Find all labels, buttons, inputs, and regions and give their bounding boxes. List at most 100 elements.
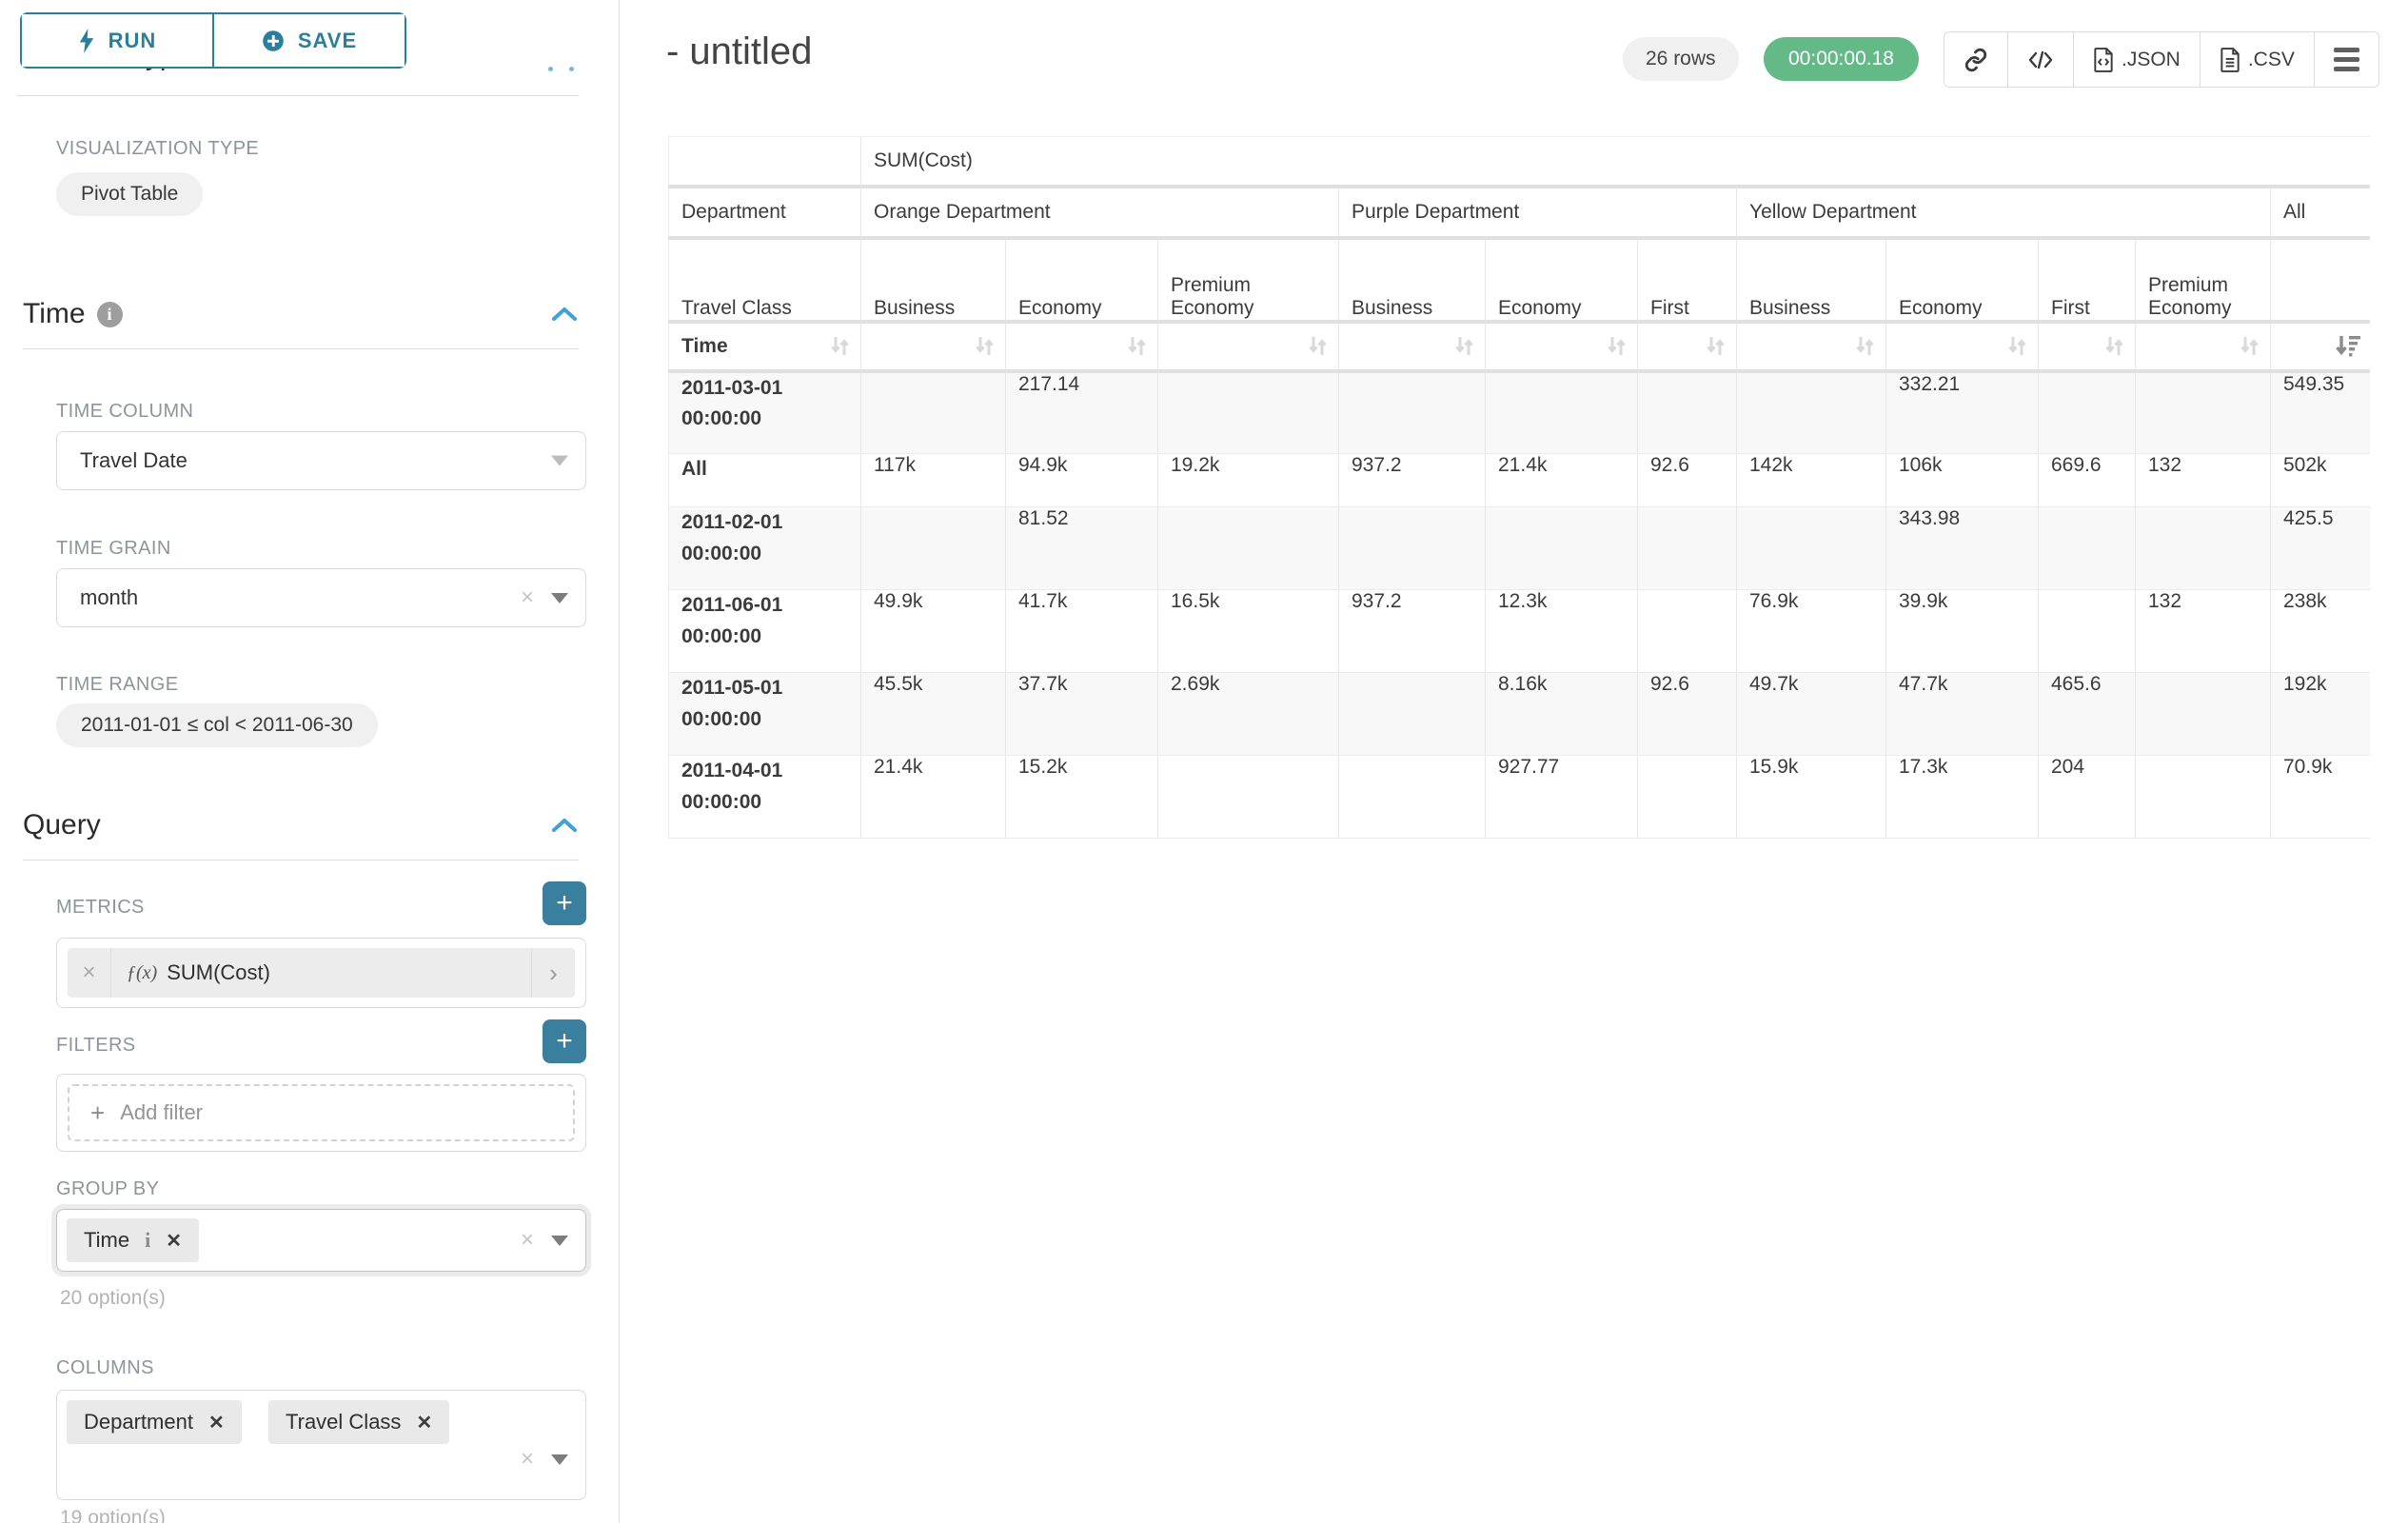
chart-title[interactable]: - untitled [666, 30, 813, 72]
filters-label: FILTERS [56, 1035, 136, 1056]
value-cell [2135, 672, 2271, 756]
clear-icon[interactable]: × [520, 1446, 534, 1472]
sortable-column-header[interactable] [1736, 321, 1886, 373]
time-grain-select[interactable]: month × [56, 568, 586, 627]
time-range-label: TIME RANGE [56, 674, 179, 695]
value-cell [2135, 506, 2271, 590]
time-column-select[interactable]: Travel Date [56, 431, 586, 490]
sortable-column-header[interactable] [2270, 321, 2370, 373]
save-button[interactable]: SAVE [212, 14, 405, 67]
menu-button[interactable] [2313, 32, 2378, 87]
value-cell [1157, 506, 1339, 590]
value-cell: 927.77 [1485, 755, 1638, 839]
columns-tag[interactable]: Department ✕ [67, 1400, 242, 1444]
columns-tag[interactable]: Travel Class ✕ [268, 1400, 450, 1444]
value-cell [860, 506, 1006, 590]
travel-class-header: Economy [1885, 237, 2039, 324]
sort-icon[interactable] [2102, 333, 2127, 359]
row-label: 2011-04-01 00:00:00 [668, 755, 861, 839]
sort-desc-active-icon[interactable] [2334, 333, 2362, 359]
clear-icon[interactable]: × [520, 584, 534, 610]
remove-tag-icon[interactable]: ✕ [166, 1230, 182, 1252]
pivot-table: SUM(Cost) Department Orange Department Purp… [668, 136, 2370, 839]
department-group-header: All [2270, 186, 2370, 240]
sortable-column-header[interactable] [1338, 321, 1486, 373]
travel-class-header: Economy [1005, 237, 1158, 324]
table-row: 2011-04-01 00:00:00 21.4k 15.2k 927.77 15.9k… [668, 755, 2370, 839]
sort-icon[interactable] [1852, 333, 1878, 359]
add-metric-button[interactable]: + [543, 881, 586, 925]
value-cell: 49.7k [1736, 672, 1886, 756]
chevron-right-icon[interactable]: › [531, 948, 575, 998]
query-section-header[interactable]: Query [23, 809, 579, 841]
sort-icon[interactable] [1604, 333, 1629, 359]
sortable-column-header[interactable] [1637, 321, 1737, 373]
value-cell: 937.2 [1338, 453, 1486, 507]
export-json-button[interactable]: .JSON [2073, 32, 2200, 87]
chevron-down-icon[interactable] [551, 455, 568, 466]
travel-class-header: First [2038, 237, 2136, 324]
sort-icon[interactable] [972, 333, 997, 359]
columns-select[interactable]: Department ✕ Travel Class ✕ × [56, 1390, 586, 1500]
chevron-down-icon[interactable] [551, 1454, 568, 1465]
sort-icon[interactable] [1703, 333, 1728, 359]
value-cell: 49.9k [860, 589, 1006, 673]
remove-tag-icon[interactable]: ✕ [416, 1412, 433, 1434]
panel-drag-handle[interactable] [548, 67, 574, 71]
travel-class-header: Business [1736, 237, 1886, 324]
sortable-column-header[interactable] [2038, 321, 2136, 373]
travel-class-header: Economy [1485, 237, 1638, 324]
chevron-down-icon[interactable] [551, 1235, 568, 1246]
sortable-column-header[interactable] [860, 321, 1006, 373]
sortable-column-header[interactable] [1005, 321, 1158, 373]
value-cell: 12.3k [1485, 589, 1638, 673]
sortable-column-header[interactable] [2135, 321, 2271, 373]
group-by-select[interactable]: Time i ✕ × [56, 1209, 586, 1272]
export-toolbar: .JSON .CSV [1944, 31, 2379, 88]
value-cell: 549.35 [2270, 370, 2370, 454]
value-cell: 19.2k [1157, 453, 1339, 507]
sort-icon[interactable] [1451, 333, 1477, 359]
value-cell [1637, 589, 1737, 673]
row-label: 2011-03-01 00:00:00 [668, 370, 861, 454]
sortable-column-header[interactable] [1485, 321, 1638, 373]
share-link-button[interactable] [1944, 32, 2007, 87]
visualization-type-value[interactable]: Pivot Table [56, 172, 204, 216]
value-cell [1485, 506, 1638, 590]
department-dim-label: Department [668, 186, 861, 240]
value-cell: 21.4k [1485, 453, 1638, 507]
sortable-column-header[interactable] [1885, 321, 2039, 373]
group-by-tag[interactable]: Time i ✕ [67, 1218, 199, 1262]
chevron-down-icon[interactable] [551, 592, 568, 603]
value-cell [860, 370, 1006, 454]
sort-icon[interactable] [1305, 333, 1331, 359]
panel-divider[interactable] [619, 0, 620, 1523]
value-cell [1157, 370, 1339, 454]
export-csv-button[interactable]: .CSV [2199, 32, 2314, 87]
remove-metric-icon[interactable]: × [68, 948, 111, 998]
chevron-up-icon[interactable] [550, 817, 579, 834]
travel-class-header: Business [1338, 237, 1486, 324]
time-section-header[interactable]: Time i [23, 298, 579, 330]
clear-icon[interactable]: × [520, 1227, 534, 1253]
chevron-up-icon[interactable] [550, 306, 579, 323]
time-column-value: Travel Date [80, 448, 188, 472]
value-cell: 16.5k [1157, 589, 1339, 673]
value-cell [1736, 506, 1886, 590]
value-cell: 106k [1885, 453, 2039, 507]
time-range-value[interactable]: 2011-01-01 ≤ col < 2011-06-30 [56, 703, 378, 747]
add-filter-plus-button[interactable]: + [543, 1019, 586, 1063]
view-query-button[interactable] [2007, 32, 2073, 87]
sort-icon[interactable] [2237, 333, 2262, 359]
sort-icon[interactable] [2004, 333, 2030, 359]
remove-tag-icon[interactable]: ✕ [207, 1412, 225, 1434]
sort-icon[interactable] [1124, 333, 1150, 359]
metric-item[interactable]: × ƒ(x) SUM(Cost) › [68, 948, 575, 998]
travel-class-header [2270, 237, 2370, 324]
run-button[interactable]: RUN [22, 14, 212, 67]
value-cell: 76.9k [1736, 589, 1886, 673]
add-filter-button[interactable]: + Add filter [68, 1084, 575, 1141]
sort-icon[interactable] [827, 333, 853, 359]
group-by-options-hint: 20 option(s) [60, 1287, 166, 1309]
sortable-column-header[interactable] [1157, 321, 1339, 373]
